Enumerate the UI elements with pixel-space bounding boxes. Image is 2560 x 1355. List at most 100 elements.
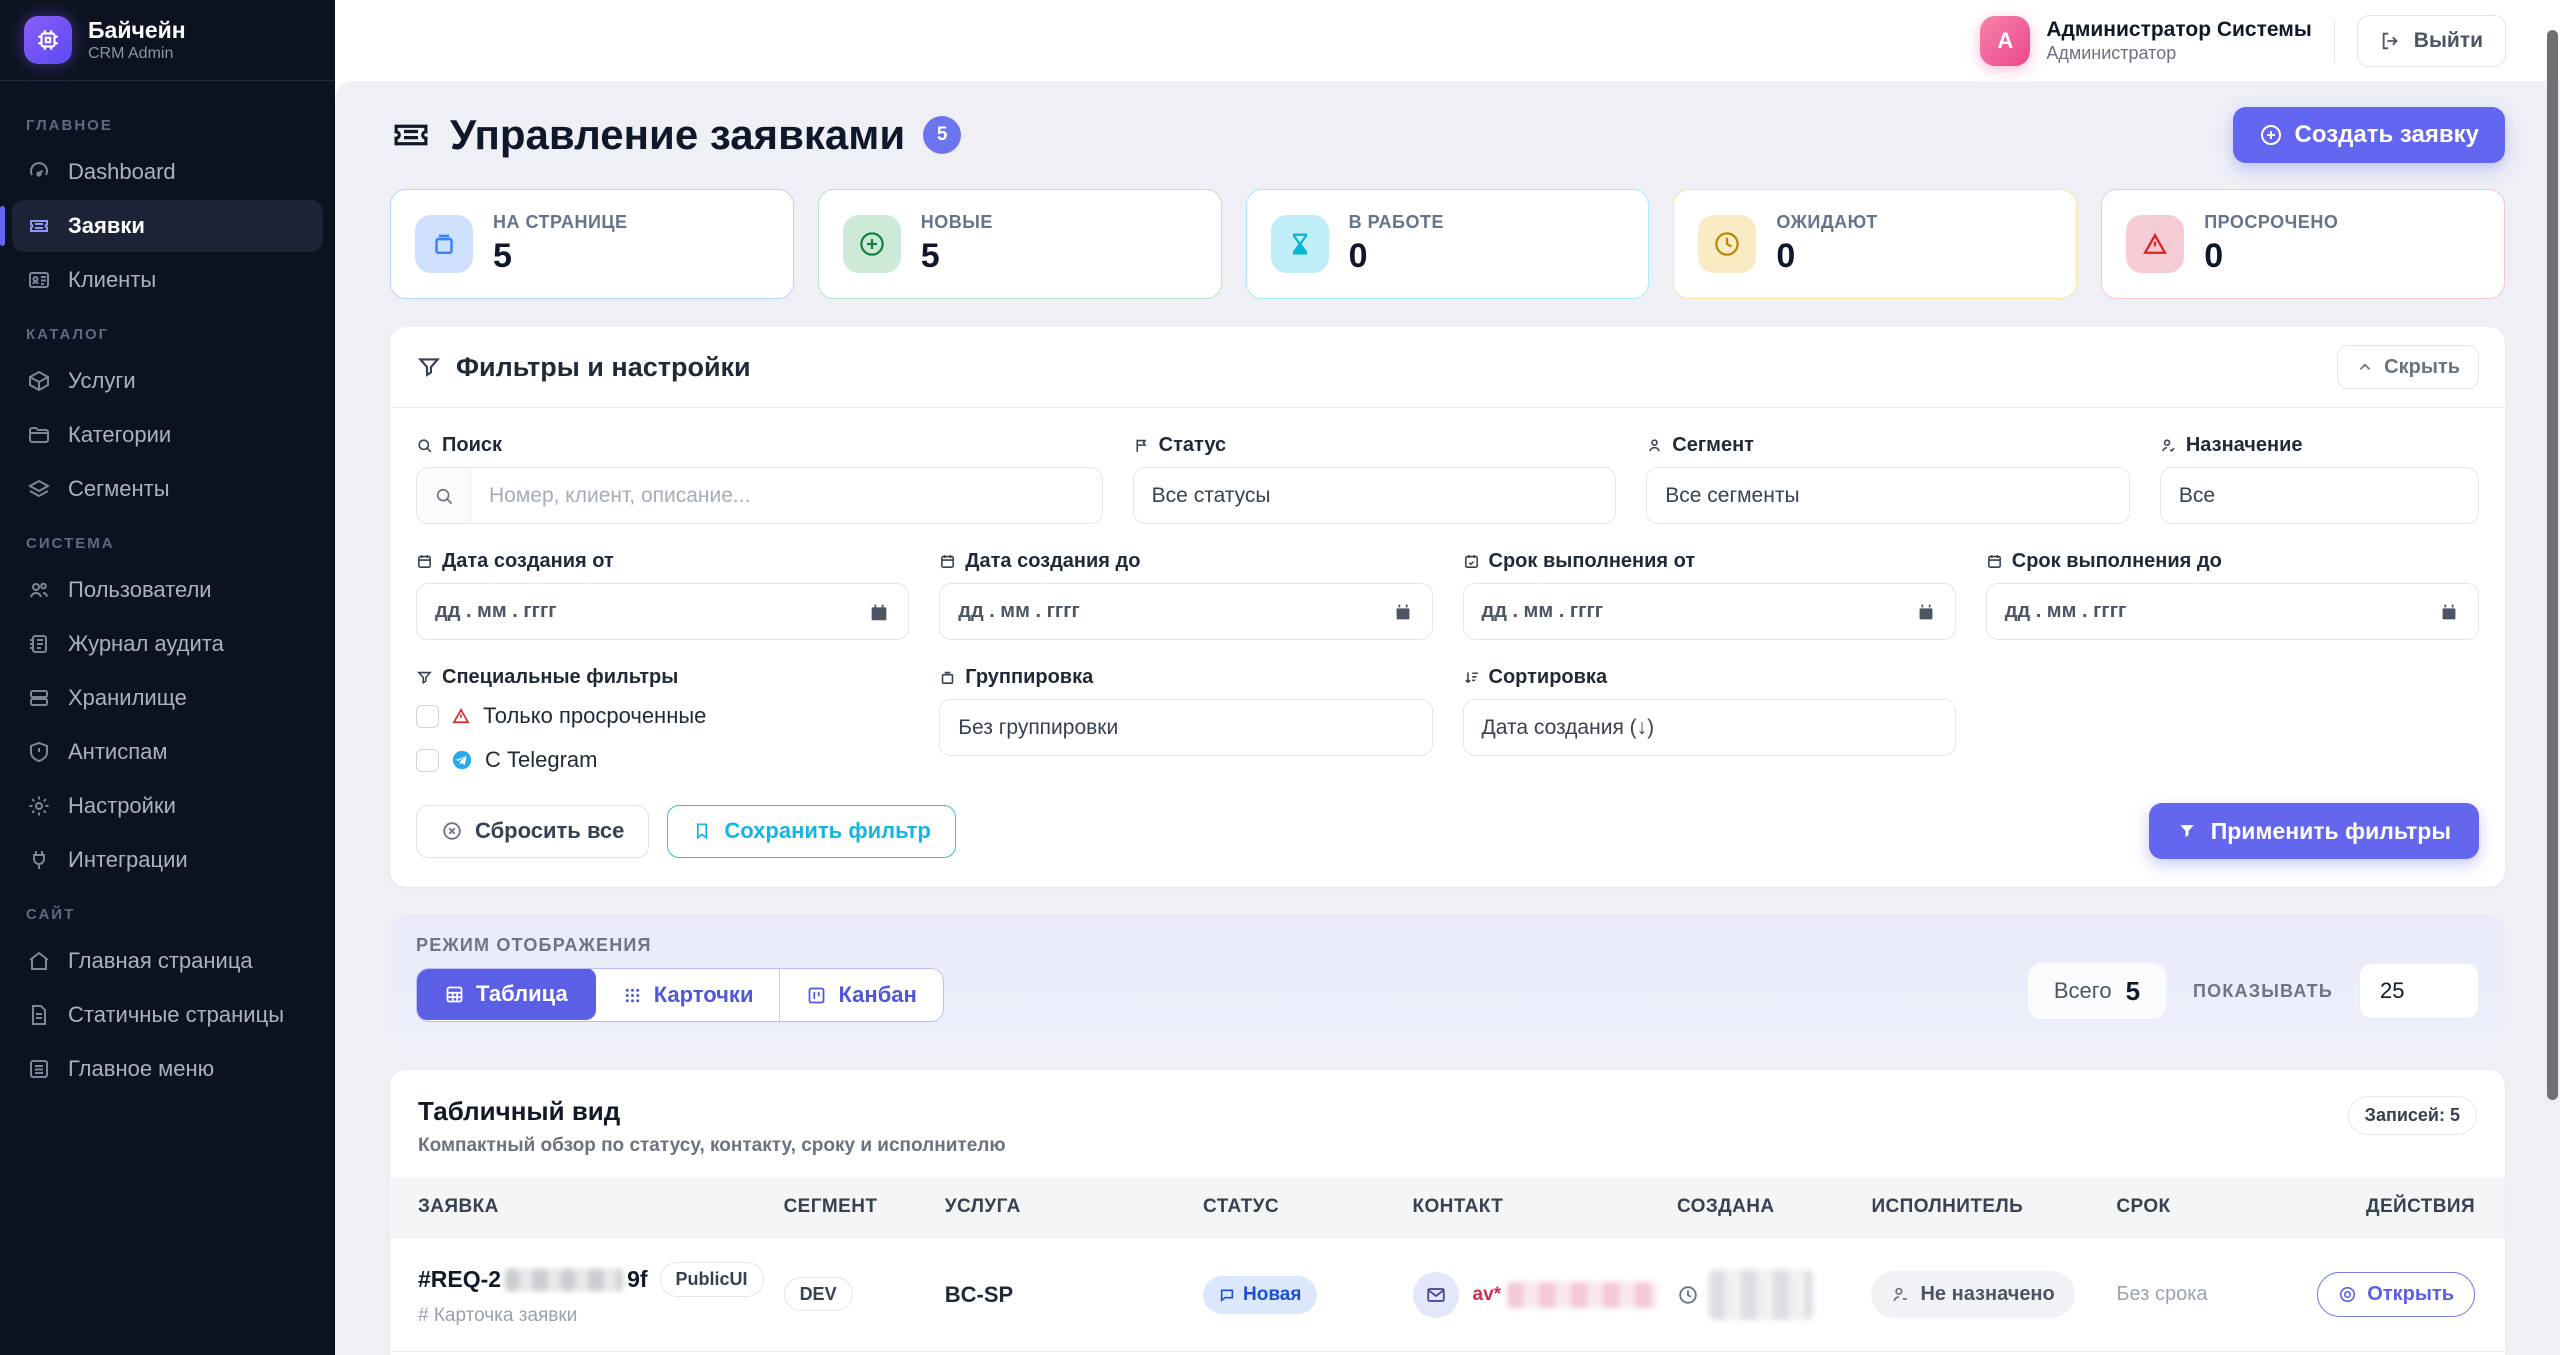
contact-cell: av* <box>1412 1271 1658 1318</box>
plug-icon <box>26 848 52 872</box>
col-created: СОЗДАНА <box>1667 1177 1862 1238</box>
table-title: Табличный вид <box>418 1096 621 1126</box>
overdue-only-checkbox-row[interactable]: Только просроченные <box>416 703 909 729</box>
save-filter-button[interactable]: Сохранить фильтр <box>667 804 956 858</box>
vertical-scrollbar-thumb[interactable] <box>2547 30 2558 1100</box>
reset-all-button[interactable]: Сбросить все <box>416 804 650 858</box>
shield-alert-icon <box>26 740 52 764</box>
sidebar-nav: ГЛАВНОЕ Dashboard Заявки Клиенты КАТАЛОГ… <box>0 81 335 1115</box>
segment-label: Сегмент <box>1672 434 1754 456</box>
segment-select[interactable]: Все сегменты <box>1646 467 2130 524</box>
status-badge: Новая <box>1203 1275 1318 1314</box>
hide-filters-button[interactable]: Скрыть <box>2337 345 2479 389</box>
sidebar-item-requests[interactable]: Заявки <box>0 200 323 252</box>
person-off-icon <box>1891 1285 1910 1304</box>
stat-value: 5 <box>493 237 512 275</box>
col-request: ЗАЯВКА <box>390 1177 774 1238</box>
calendar-picker-icon[interactable] <box>1915 601 1937 623</box>
total-pill: Всего 5 <box>2026 962 2168 1020</box>
page-size-label: ПОКАЗЫВАТЬ <box>2193 980 2333 1001</box>
brand-chip-icon <box>24 16 72 64</box>
checkbox[interactable] <box>416 704 439 728</box>
sidebar-item-segments[interactable]: Сегменты <box>12 463 323 515</box>
flag-icon <box>1133 437 1150 454</box>
date-to-input[interactable]: дд . мм . гггг <box>939 583 1433 640</box>
assignment-select[interactable]: Все <box>2159 467 2479 524</box>
due-from-input[interactable]: дд . мм . гггг <box>1462 583 1956 640</box>
page-title-text: Управление заявками <box>450 111 906 158</box>
due-to-input[interactable]: дд . мм . гггг <box>1985 583 2479 640</box>
tab-kanban[interactable]: Канбан <box>780 969 943 1021</box>
search-input[interactable] <box>471 468 1102 523</box>
calendar-picker-icon[interactable] <box>2438 601 2460 623</box>
sidebar-item-label: Клиенты <box>68 267 157 292</box>
redacted-date <box>1709 1269 1814 1320</box>
filter-due-from: Срок выполнения от дд . мм . гггг <box>1462 550 1956 640</box>
sidebar-item-storage[interactable]: Хранилище <box>12 672 323 724</box>
filter-status: Статус Все статусы <box>1132 434 1617 524</box>
sidebar-item-static-pages[interactable]: Статичные страницы <box>12 989 323 1041</box>
sidebar: Байчейн CRM Admin ГЛАВНОЕ Dashboard Заяв… <box>0 0 335 1355</box>
telegram-checkbox-row[interactable]: С Telegram <box>416 747 909 773</box>
page-size-input[interactable] <box>2359 963 2479 1019</box>
view-mode-label: РЕЖИМ ОТОБРАЖЕНИЯ <box>416 935 652 955</box>
stat-label: ПРОСРОЧЕНО <box>2204 212 2339 232</box>
open-request-button[interactable]: Открыть <box>2317 1272 2475 1317</box>
sidebar-item-label: Главное меню <box>68 1056 215 1081</box>
tab-table-label: Таблица <box>476 981 568 1006</box>
grouping-select[interactable]: Без группировки <box>939 699 1433 756</box>
nav-section-main: ГЛАВНОЕ <box>26 117 113 134</box>
due-text: Без срока <box>2116 1283 2208 1305</box>
sidebar-item-homepage[interactable]: Главная страница <box>12 935 323 987</box>
filter-date-from: Дата создания от дд . мм . гггг <box>416 550 910 640</box>
logout-button[interactable]: Выйти <box>2356 14 2506 67</box>
stat-card-new: НОВЫЕ 5 <box>817 189 1222 299</box>
page-title: Управление заявками 5 <box>390 111 962 159</box>
search-icon <box>417 468 471 523</box>
bookmark-icon <box>692 821 712 841</box>
create-request-button[interactable]: Создать заявку <box>2232 107 2505 163</box>
stat-value: 0 <box>1348 237 1368 275</box>
due-from-label: Срок выполнения от <box>1488 550 1696 572</box>
sidebar-item-categories[interactable]: Категории <box>12 409 323 461</box>
chat-bubble-icon <box>1219 1287 1235 1303</box>
stat-card-on-page: НА СТРАНИЦЕ 5 <box>390 189 794 299</box>
users-icon <box>26 578 52 602</box>
table-subtitle: Компактный обзор по статусу, контакту, с… <box>418 1135 1006 1156</box>
tab-cards[interactable]: Карточки <box>595 969 781 1021</box>
calendar-picker-icon[interactable] <box>1392 601 1414 623</box>
home-icon <box>26 949 52 973</box>
col-actions: ДЕЙСТВИЯ <box>2307 1177 2505 1238</box>
sidebar-item-services[interactable]: Услуги <box>12 355 323 407</box>
date-from-input[interactable]: дд . мм . гггг <box>416 583 910 640</box>
sorting-select[interactable]: Дата создания (↓) <box>1462 699 1956 756</box>
archive-box-icon <box>415 215 473 273</box>
calendar-picker-icon[interactable] <box>868 601 890 623</box>
sidebar-item-clients[interactable]: Клиенты <box>12 254 323 306</box>
sidebar-item-integrations[interactable]: Интеграции <box>12 834 323 886</box>
avatar: А <box>1980 15 2031 66</box>
filters-title: Фильтры и настройки <box>416 352 751 383</box>
cards-grid-icon <box>622 985 643 1006</box>
sidebar-item-settings[interactable]: Настройки <box>12 780 323 832</box>
sidebar-item-users[interactable]: Пользователи <box>12 564 323 616</box>
status-select[interactable]: Все статусы <box>1132 467 1617 524</box>
sidebar-item-antispam[interactable]: Антиспам <box>12 726 323 778</box>
sidebar-item-main-menu[interactable]: Главное меню <box>12 1043 323 1095</box>
group-box-icon <box>939 669 956 686</box>
sidebar-item-audit-log[interactable]: Журнал аудита <box>12 618 323 670</box>
apply-filters-button[interactable]: Применить фильтры <box>2148 803 2479 859</box>
sidebar-item-dashboard[interactable]: Dashboard <box>12 146 323 198</box>
tab-table[interactable]: Таблица <box>416 969 597 1020</box>
x-circle-icon <box>441 820 463 842</box>
assignee-badge: Не назначено <box>1871 1271 2075 1318</box>
filter-search: Поиск <box>416 434 1103 524</box>
checkbox[interactable] <box>416 748 439 772</box>
file-icon <box>26 1003 52 1027</box>
col-due: СРОК <box>2106 1177 2308 1238</box>
stat-label: НОВЫЕ <box>920 212 993 232</box>
filter-sorting: Сортировка Дата создания (↓) <box>1462 666 1956 773</box>
table-row: #REQ-2 9f PublicUI # Карточка заявки DEV … <box>390 1237 2505 1352</box>
col-service: УСЛУГА <box>934 1177 1194 1238</box>
plus-circle-icon <box>842 215 901 273</box>
